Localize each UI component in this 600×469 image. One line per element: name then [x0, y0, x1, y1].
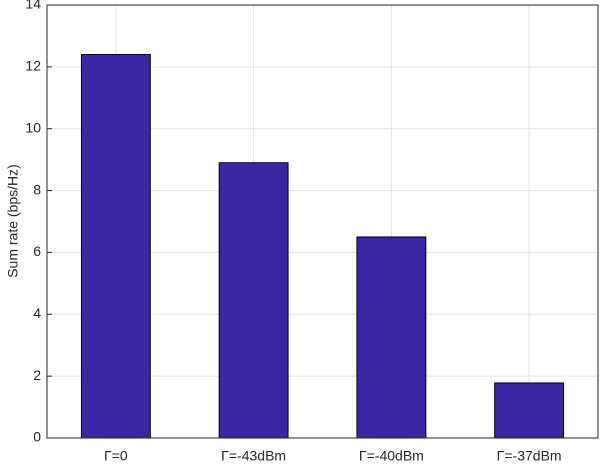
y-tick-label: 0	[33, 429, 41, 445]
x-tick-label: Γ=-43dBm	[221, 448, 286, 464]
y-tick-label: 14	[25, 0, 41, 12]
y-axis-label: Sum rate (bps/Hz)	[5, 164, 21, 278]
y-tick-label: 2	[33, 367, 41, 383]
bar	[356, 236, 427, 439]
y-tick-label: 12	[25, 58, 41, 74]
y-tick-label: 6	[33, 243, 41, 259]
bar	[80, 53, 151, 439]
x-tick-label: Γ=-40dBm	[359, 448, 424, 464]
y-tick-label: 8	[33, 181, 41, 197]
plot-frame	[46, 4, 599, 439]
bar	[494, 382, 565, 439]
bar	[218, 162, 289, 439]
x-tick-label: Γ=0	[104, 448, 128, 464]
x-tick-label: Γ=-37dBm	[497, 448, 562, 464]
y-tick-label: 4	[33, 305, 41, 321]
y-tick-label: 10	[25, 119, 41, 135]
